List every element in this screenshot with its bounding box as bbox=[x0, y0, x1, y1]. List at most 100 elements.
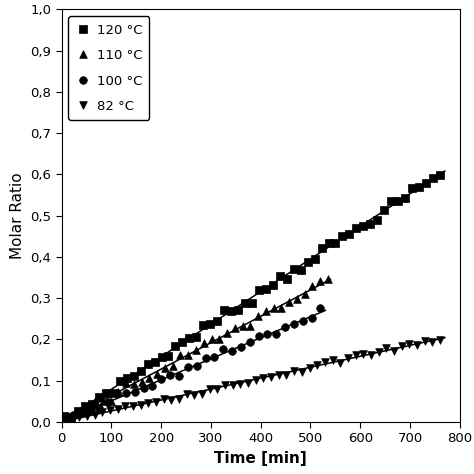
82 °C bbox=[267, 374, 275, 381]
110 °C bbox=[169, 362, 176, 370]
110 °C bbox=[231, 324, 238, 332]
120 °C bbox=[241, 299, 249, 307]
110 °C bbox=[68, 416, 76, 424]
110 °C bbox=[216, 335, 223, 343]
82 °C bbox=[206, 385, 214, 392]
82 °C bbox=[160, 395, 168, 403]
110 °C bbox=[223, 329, 231, 337]
120 °C bbox=[60, 412, 68, 420]
120 °C bbox=[234, 306, 242, 314]
110 °C bbox=[60, 418, 68, 425]
110 °C bbox=[278, 304, 285, 311]
120 °C bbox=[200, 321, 207, 329]
82 °C bbox=[221, 382, 229, 389]
82 °C bbox=[359, 350, 367, 358]
120 °C bbox=[172, 342, 179, 350]
100 °C bbox=[131, 388, 138, 396]
120 °C bbox=[387, 197, 395, 204]
100 °C bbox=[299, 317, 307, 325]
82 °C bbox=[405, 340, 413, 347]
82 °C bbox=[229, 382, 237, 389]
82 °C bbox=[428, 338, 436, 346]
100 °C bbox=[202, 354, 210, 361]
120 °C bbox=[158, 353, 165, 361]
110 °C bbox=[316, 277, 324, 285]
82 °C bbox=[245, 379, 252, 387]
Legend: 120 °C, 110 °C, 100 °C, 82 °C: 120 °C, 110 °C, 100 °C, 82 °C bbox=[68, 16, 149, 120]
100 °C bbox=[184, 364, 191, 371]
82 °C bbox=[260, 374, 267, 382]
100 °C bbox=[210, 353, 218, 361]
120 °C bbox=[297, 267, 304, 274]
120 °C bbox=[109, 389, 117, 396]
120 °C bbox=[346, 230, 353, 238]
100 °C bbox=[140, 384, 147, 392]
82 °C bbox=[122, 402, 129, 410]
82 °C bbox=[145, 400, 152, 407]
110 °C bbox=[246, 322, 254, 330]
82 °C bbox=[298, 368, 306, 376]
120 °C bbox=[185, 334, 193, 341]
120 °C bbox=[262, 285, 270, 293]
120 °C bbox=[311, 255, 319, 263]
120 °C bbox=[318, 244, 325, 252]
100 °C bbox=[237, 343, 245, 351]
82 °C bbox=[436, 337, 444, 344]
82 °C bbox=[175, 395, 183, 403]
82 °C bbox=[367, 352, 374, 359]
120 °C bbox=[81, 402, 89, 410]
100 °C bbox=[157, 375, 165, 383]
100 °C bbox=[246, 338, 254, 346]
82 °C bbox=[252, 376, 260, 384]
110 °C bbox=[270, 305, 277, 312]
100 °C bbox=[228, 347, 236, 355]
120 °C bbox=[88, 400, 96, 408]
120 °C bbox=[192, 334, 200, 341]
120 °C bbox=[276, 273, 283, 280]
120 °C bbox=[325, 239, 332, 246]
120 °C bbox=[415, 183, 423, 191]
120 °C bbox=[436, 171, 444, 178]
82 °C bbox=[114, 405, 121, 413]
82 °C bbox=[237, 381, 244, 388]
110 °C bbox=[161, 364, 169, 372]
120 °C bbox=[248, 299, 256, 307]
82 °C bbox=[390, 347, 398, 355]
82 °C bbox=[99, 408, 106, 415]
100 °C bbox=[264, 330, 271, 337]
82 °C bbox=[352, 352, 359, 359]
120 °C bbox=[179, 339, 186, 346]
110 °C bbox=[192, 346, 200, 354]
110 °C bbox=[254, 312, 262, 320]
110 °C bbox=[107, 397, 114, 404]
110 °C bbox=[76, 407, 83, 415]
82 °C bbox=[68, 417, 75, 425]
120 °C bbox=[401, 194, 409, 202]
82 °C bbox=[275, 371, 283, 378]
82 °C bbox=[421, 337, 428, 345]
100 °C bbox=[87, 406, 94, 414]
82 °C bbox=[283, 371, 290, 379]
100 °C bbox=[149, 382, 156, 389]
120 °C bbox=[338, 232, 346, 240]
110 °C bbox=[239, 323, 246, 330]
120 °C bbox=[164, 352, 172, 359]
120 °C bbox=[220, 307, 228, 314]
120 °C bbox=[381, 206, 388, 214]
82 °C bbox=[375, 348, 383, 356]
120 °C bbox=[213, 317, 221, 325]
110 °C bbox=[200, 339, 208, 346]
82 °C bbox=[152, 398, 160, 406]
82 °C bbox=[413, 341, 420, 349]
100 °C bbox=[166, 371, 174, 379]
110 °C bbox=[91, 397, 99, 405]
82 °C bbox=[398, 343, 405, 350]
110 °C bbox=[262, 308, 270, 315]
82 °C bbox=[306, 364, 313, 372]
110 °C bbox=[184, 352, 192, 359]
110 °C bbox=[130, 381, 138, 388]
110 °C bbox=[138, 378, 146, 385]
100 °C bbox=[193, 363, 201, 370]
120 °C bbox=[304, 259, 311, 266]
100 °C bbox=[281, 323, 289, 331]
